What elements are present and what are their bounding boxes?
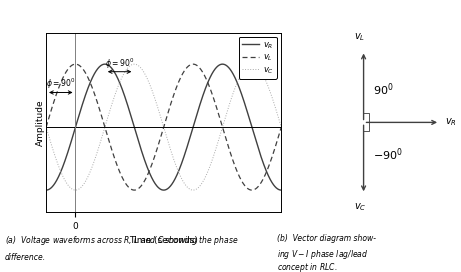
Text: (a)  Voltage waveforms across $R$, $L$ and $C$ showing the phase: (a) Voltage waveforms across $R$, $L$ an… [5,234,238,247]
Text: ing $V - I$ phase lag/lead: ing $V - I$ phase lag/lead [277,248,368,261]
Text: $v_C$: $v_C$ [354,201,366,213]
Text: concept in $RLC$.: concept in $RLC$. [277,261,337,272]
Text: $v_L$: $v_L$ [355,32,366,44]
Text: $\phi = 90^0$: $\phi = 90^0$ [46,77,76,91]
Text: $-90^0$: $-90^0$ [373,146,403,163]
X-axis label: Time (seconds): Time (seconds) [129,236,198,245]
Text: $v_R$: $v_R$ [445,116,456,128]
Y-axis label: Amplitude: Amplitude [35,99,45,146]
Text: (b)  Vector diagram show-: (b) Vector diagram show- [277,234,376,243]
Text: difference.: difference. [5,253,46,262]
Legend: $v_R$, $v_L$, $v_C$: $v_R$, $v_L$, $v_C$ [239,37,277,79]
Text: $\phi = 90^0$: $\phi = 90^0$ [105,56,134,71]
Text: $90^0$: $90^0$ [373,82,394,98]
